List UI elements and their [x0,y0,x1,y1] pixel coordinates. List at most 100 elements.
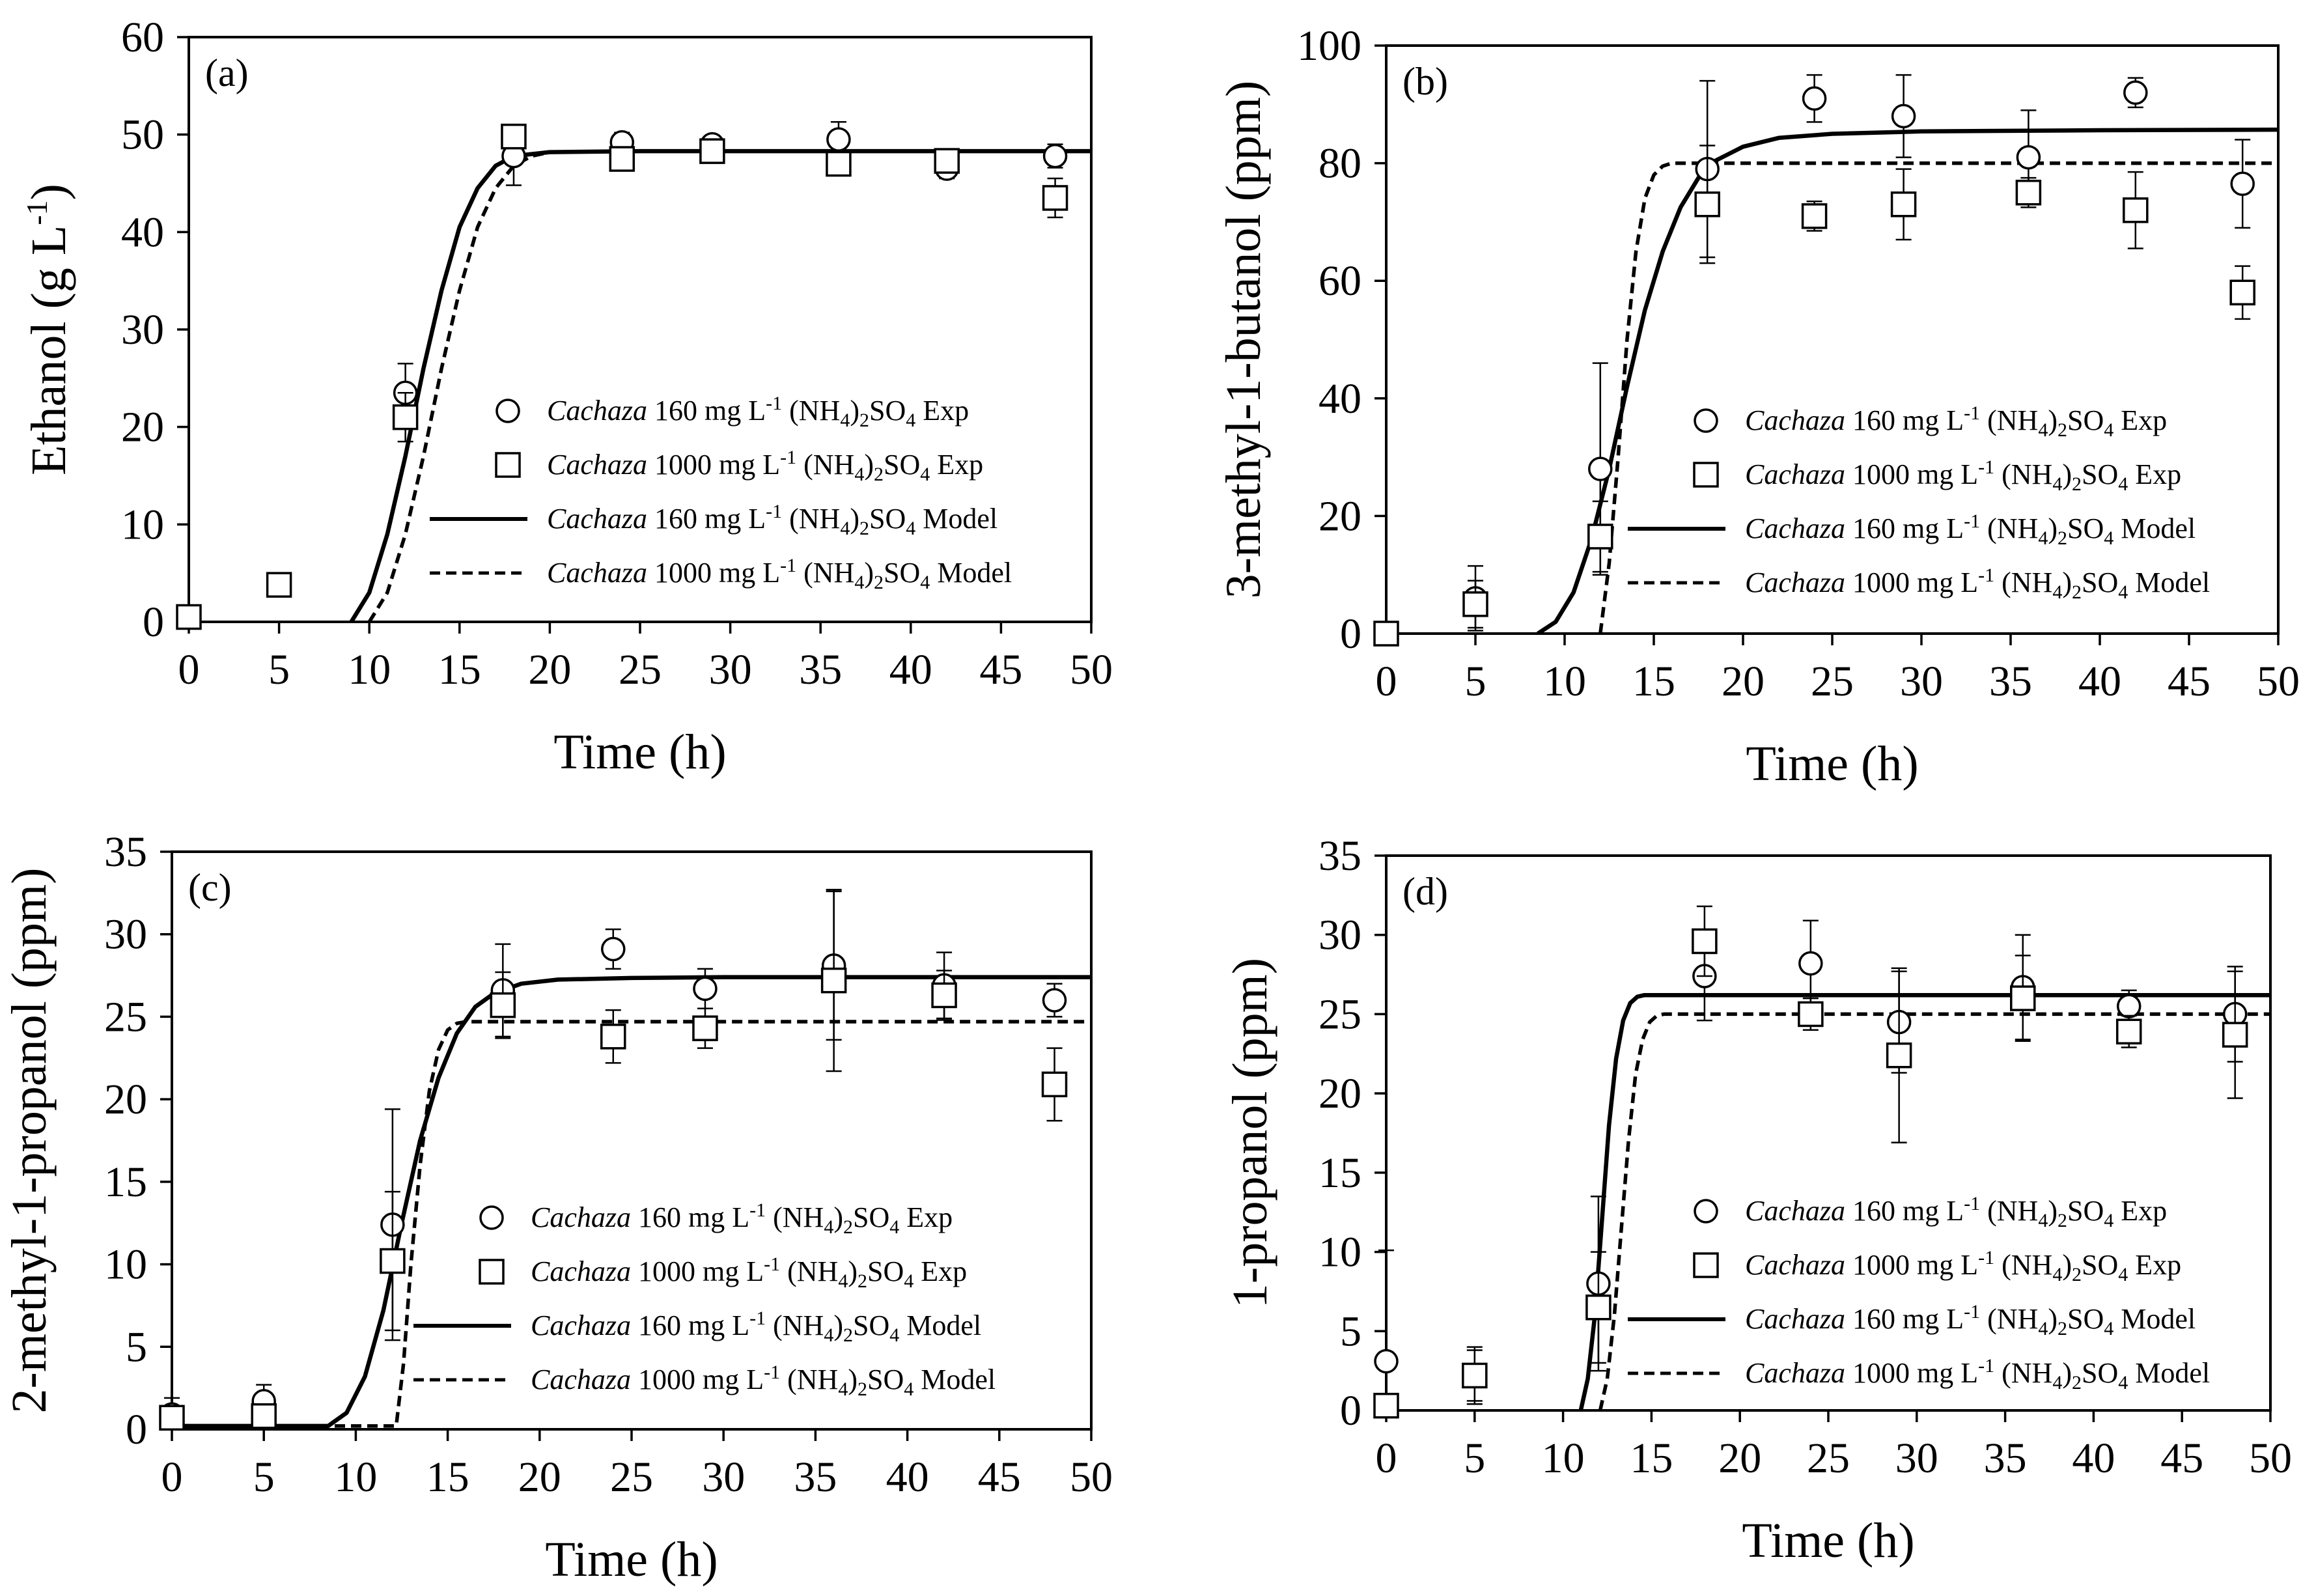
x-tick-label: 35 [799,646,842,693]
y-tick-label: 0 [1340,610,1361,658]
model-line-160 [1537,127,2278,634]
x-tick-label: 0 [1376,1435,1397,1482]
y-tick-label: 0 [143,598,164,646]
y-tick-label: 30 [121,306,164,354]
y-tick-label: 40 [121,208,164,256]
data-point-square [490,992,516,1018]
x-tick-label: 40 [889,646,932,693]
y-tick-label: 40 [1318,375,1361,423]
panel-tag: (c) [188,866,232,909]
x-tick-label: 50 [1070,1453,1113,1501]
legend-marker-circle [1694,408,1718,433]
x-tick-label: 10 [334,1453,377,1501]
y-tick-label: 60 [1318,257,1361,305]
x-tick-label: 0 [161,1453,183,1501]
data-point-circle [601,936,626,962]
legend-label-3: Cachaza 1000 mg L-1 (NH4)2SO4 Model [531,1362,996,1400]
panel-a: 0 5 10 15 20 25 30 35 40 45 50 0 10 20 30 40 50 60 Time (h… [20,14,1113,779]
y-axis-label: 3-methyl-1-butanol (ppm) [1216,81,1271,599]
legend-marker-square [1693,1252,1719,1278]
data-point-square [2015,180,2042,206]
exp-series-160 [160,890,1067,1431]
legend-label-1: Cachaza 1000 mg L-1 (NH4)2SO4 Exp [531,1253,967,1292]
x-tick-label: 15 [426,1453,469,1501]
x-tick-label: 25 [610,1453,653,1501]
legend: Cachaza 160 mg L-1 (NH4)2SO4 Exp Cachaza … [430,393,1012,593]
legend-label-0: Cachaza 160 mg L-1 (NH4)2SO4 Exp [547,393,969,431]
x-axis-label: Time (h) [1746,736,1918,791]
y-tick-label: 20 [1318,492,1361,540]
x-tick-label: 40 [2072,1435,2115,1482]
legend-label-0: Cachaza 160 mg L-1 (NH4)2SO4 Exp [1745,402,2167,441]
y-tick-label: 30 [104,911,147,959]
y-tick-label: 25 [104,993,147,1041]
data-point-square [251,1403,277,1429]
x-tick-label: 25 [1807,1435,1850,1482]
legend-label-0: Cachaza 160 mg L-1 (NH4)2SO4 Exp [1745,1193,2167,1231]
data-point-square [1041,1071,1068,1098]
exp-series-1000 [1373,145,2255,647]
x-tick-label: 20 [1722,658,1765,705]
x-tick-label: 10 [348,646,391,693]
y-tick-label: 20 [121,404,164,451]
data-point-square [2222,1022,2248,1048]
x-tick-label: 5 [1464,1435,1485,1482]
y-tick-label: 0 [126,1406,147,1453]
data-point-circle [1042,143,1068,169]
y-tick-label: 10 [1318,1229,1361,1276]
legend-marker-circle [1694,1199,1718,1224]
panel-tag: (b) [1402,60,1448,103]
x-axis-label: Time (h) [553,725,726,779]
panel-b: 0 5 10 15 20 25 30 35 40 45 50 0 20 40 60 80 100 Time (h)… [1216,22,2300,791]
legend: Cachaza 160 mg L-1 (NH4)2SO4 Exp Cachaza … [1628,402,2210,603]
x-tick-label: 20 [518,1453,561,1501]
legend-label-3: Cachaza 1000 mg L-1 (NH4)2SO4 Model [1745,565,2210,603]
legend-label-1: Cachaza 1000 mg L-1 (NH4)2SO4 Exp [1745,456,2181,495]
data-point-square [2229,279,2255,306]
legend-marker-circle [495,399,520,423]
data-point-square [692,1015,718,1041]
data-point-square [176,604,202,630]
model-line-160 [349,148,1091,622]
data-point-square [820,967,847,994]
data-point-circle [1802,86,1827,111]
x-tick-label: 35 [1989,658,2032,705]
x-tick-label: 45 [979,646,1022,693]
y-tick-label: 10 [121,501,164,548]
model-line-1000 [172,1020,1091,1428]
panel-c: 0 5 10 15 20 25 30 35 40 45 50 0 5 10 15 20 25 30 35 Time (… [2,828,1113,1587]
y-tick-label: 50 [121,111,164,159]
data-point-square [1373,1392,1399,1419]
y-tick-label: 0 [1340,1387,1361,1435]
legend-label-0: Cachaza 160 mg L-1 (NH4)2SO4 Exp [531,1199,953,1238]
data-point-square [1801,203,1828,229]
model-line-1000 [1598,161,2278,634]
x-axis-label: Time (h) [1742,1513,1914,1568]
data-point-circle [2230,171,2255,196]
data-point-square [600,1024,626,1050]
data-point-square [1462,1362,1488,1389]
data-point-square [1585,1295,1611,1321]
data-point-square [1798,1001,1824,1028]
y-tick-label: 35 [1318,832,1361,880]
y-tick-label: 5 [1340,1308,1361,1355]
x-tick-label: 5 [1465,658,1486,705]
data-point-square [2123,197,2149,223]
exp-series-160 [176,120,1068,630]
legend-marker-square [1693,462,1719,488]
x-tick-label: 10 [1542,1435,1585,1482]
data-point-square [826,150,852,177]
data-point-circle [1891,104,1916,129]
data-point-circle [1588,456,1613,481]
y-tick-label: 35 [104,828,147,876]
x-tick-label: 30 [1900,658,1943,705]
legend-label-2: Cachaza 160 mg L-1 (NH4)2SO4 Model [531,1308,981,1346]
data-point-square [1890,191,1917,217]
data-point-square [266,572,292,598]
legend: Cachaza 160 mg L-1 (NH4)2SO4 Exp Cachaza … [413,1199,996,1400]
legend-label-1: Cachaza 1000 mg L-1 (NH4)2SO4 Exp [547,447,983,485]
exp-series-1000 [159,889,1068,1431]
legend-label-2: Cachaza 160 mg L-1 (NH4)2SO4 Model [1745,511,2196,549]
legend: Cachaza 160 mg L-1 (NH4)2SO4 Exp Cachaza … [1628,1193,2210,1393]
data-point-square [1692,928,1718,955]
